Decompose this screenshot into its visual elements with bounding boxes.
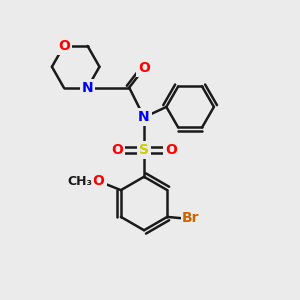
Text: O: O [93,174,104,188]
Text: O: O [165,143,177,157]
Text: N: N [138,110,150,124]
Text: O: O [111,143,123,157]
Text: O: O [138,61,150,75]
Text: Br: Br [182,212,200,225]
Text: S: S [139,143,149,157]
Text: O: O [58,39,70,53]
Text: CH₃: CH₃ [68,175,93,188]
Text: N: N [82,81,93,94]
